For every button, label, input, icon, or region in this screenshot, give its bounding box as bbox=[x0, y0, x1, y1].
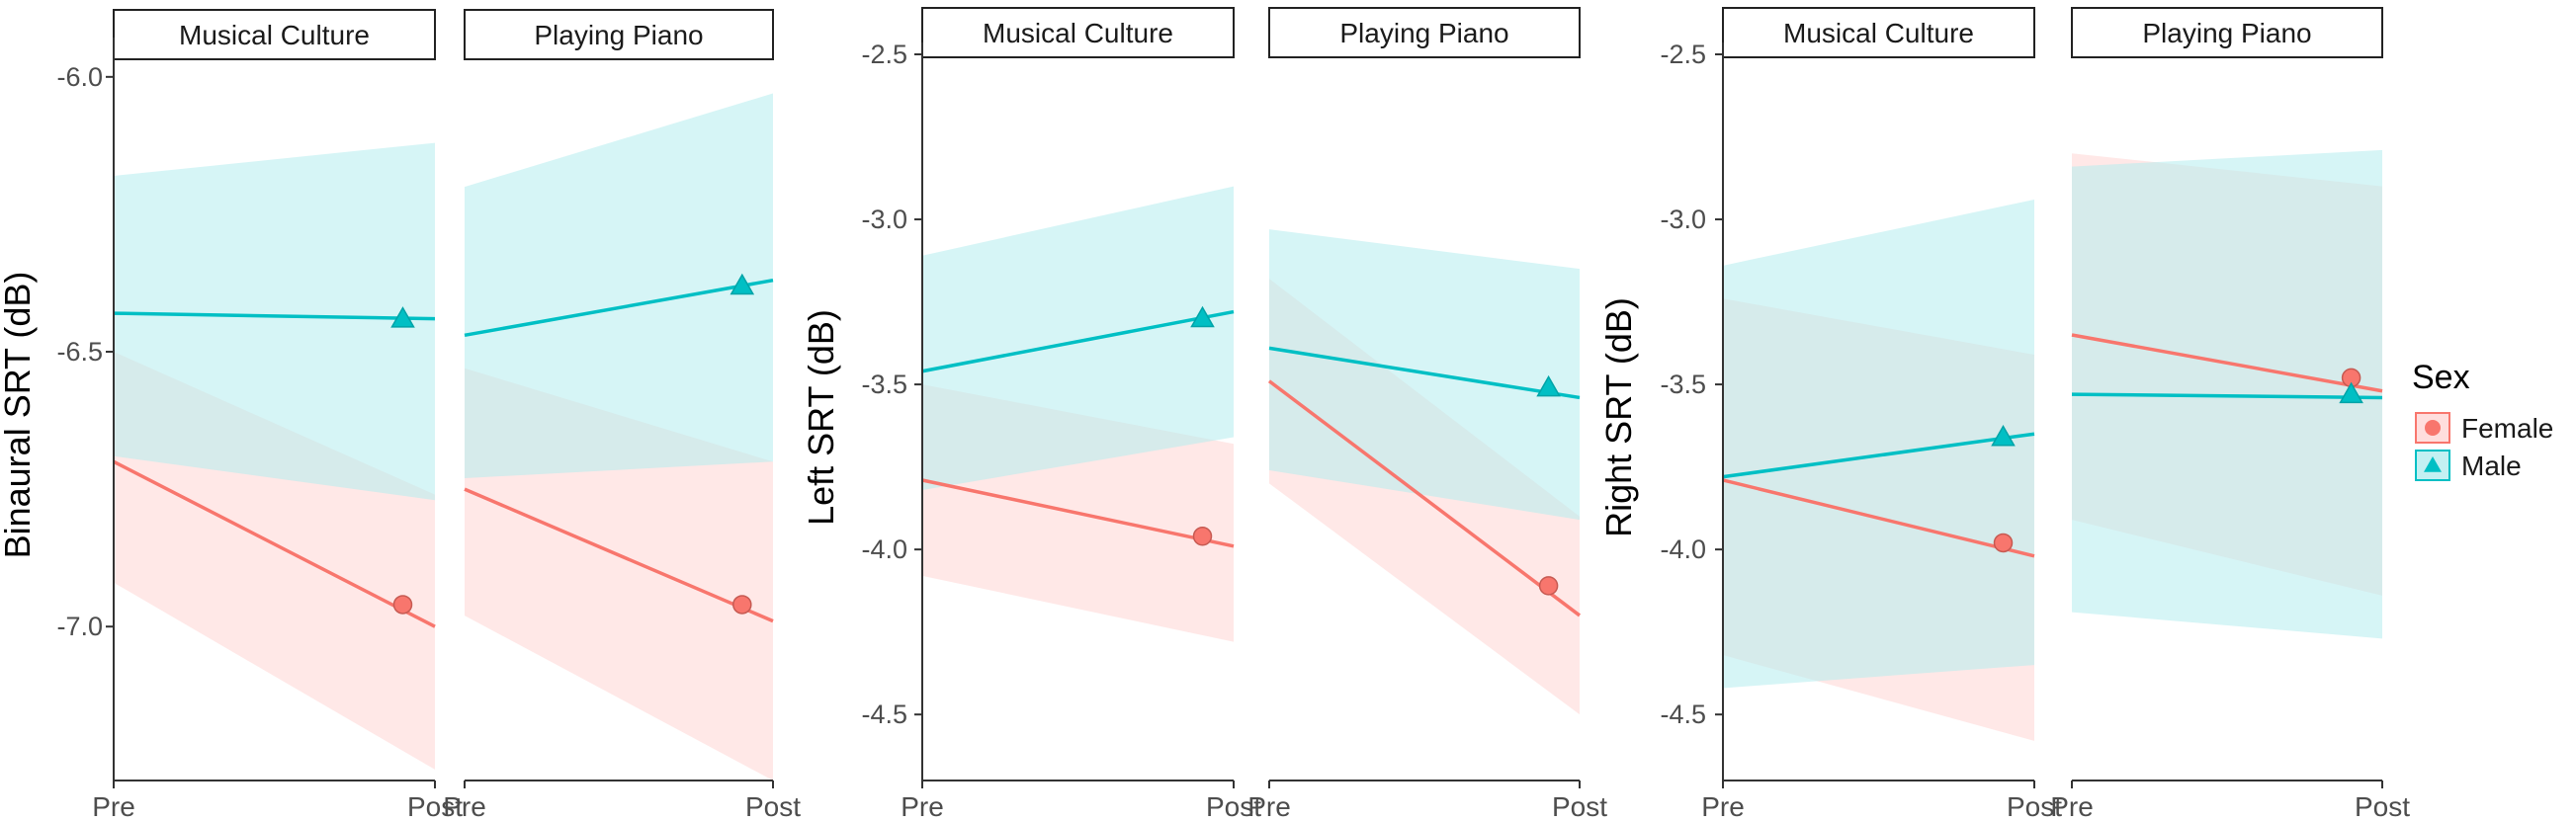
legend-marker-male bbox=[2424, 456, 2442, 472]
y-axis-title: Left SRT (dB) bbox=[801, 309, 841, 526]
legend-title: Sex bbox=[2412, 359, 2470, 396]
point-male bbox=[390, 306, 415, 328]
facet-strip bbox=[1268, 7, 1581, 58]
point-female bbox=[1538, 576, 1559, 596]
line-female bbox=[2071, 333, 2383, 393]
y-tick-label: -3.0 bbox=[1660, 205, 1706, 234]
x-tick-label: Pre bbox=[2050, 791, 2094, 822]
line-female bbox=[1722, 478, 2035, 558]
facet-strip bbox=[2071, 7, 2383, 58]
line-female bbox=[113, 459, 436, 628]
ribbon-male bbox=[465, 93, 773, 478]
point-female bbox=[1192, 527, 1213, 546]
facet-title: Playing Piano bbox=[2142, 18, 2311, 48]
y-tick-label: -6.5 bbox=[56, 337, 103, 367]
facet-title: Playing Piano bbox=[1339, 18, 1508, 48]
x-tick-label: Pre bbox=[1701, 791, 1745, 822]
line-male bbox=[1722, 432, 2035, 479]
point-male bbox=[1190, 305, 1215, 328]
facet-strip bbox=[921, 7, 1235, 58]
point-female bbox=[732, 595, 752, 615]
facet-title: Playing Piano bbox=[534, 20, 703, 50]
x-tick-label: Post bbox=[1552, 791, 1607, 822]
facet-strip bbox=[1722, 7, 2035, 58]
point-female bbox=[1993, 533, 2014, 553]
x-tick-label: Post bbox=[2355, 791, 2410, 822]
facet-title: Musical Culture bbox=[983, 18, 1173, 48]
x-tick-label: Post bbox=[2007, 791, 2062, 822]
y-axis-title: Binaural SRT (dB) bbox=[0, 272, 38, 559]
y-tick-label: -4.5 bbox=[1660, 699, 1706, 729]
facet-1: Musical Culture Pre Post bbox=[901, 7, 1261, 822]
x-tick-label: Post bbox=[745, 791, 801, 822]
point-male bbox=[2339, 381, 2363, 404]
facet-2: Playing Piano Pre Post bbox=[2050, 7, 2410, 822]
ribbon-male bbox=[1723, 200, 2034, 689]
facet-2: Playing Piano Pre Post bbox=[1247, 7, 1607, 822]
x-tick-label: Pre bbox=[443, 791, 486, 822]
y-tick-label: -2.5 bbox=[1660, 40, 1706, 69]
legend-marker-female bbox=[2425, 420, 2441, 436]
facet-title: Musical Culture bbox=[179, 20, 370, 50]
y-tick-label: -4.0 bbox=[1660, 534, 1706, 564]
y-tick-label: -3.5 bbox=[861, 370, 907, 399]
line-male bbox=[113, 311, 436, 321]
y-tick-label: -4.0 bbox=[861, 534, 907, 564]
facet-2: Playing Piano Pre Post bbox=[443, 9, 801, 822]
line-male bbox=[921, 309, 1235, 373]
line-female bbox=[921, 478, 1235, 548]
facet-strip bbox=[113, 9, 436, 60]
x-tick-label: Pre bbox=[901, 791, 944, 822]
legend-label-female: Female bbox=[2461, 413, 2553, 444]
x-tick-label: Post bbox=[1206, 791, 1261, 822]
point-male bbox=[1536, 374, 1561, 397]
point-male bbox=[730, 273, 755, 295]
line-male bbox=[464, 278, 774, 338]
y-axis-title: Right SRT (dB) bbox=[1598, 297, 1639, 537]
line-male bbox=[1268, 346, 1581, 400]
legend-label-male: Male bbox=[2461, 451, 2522, 481]
x-tick-label: Post bbox=[407, 791, 463, 822]
x-tick-label: Pre bbox=[92, 791, 135, 822]
ribbon-male bbox=[922, 186, 1234, 491]
y-tick-label: -4.5 bbox=[861, 699, 907, 729]
facet-1: Musical Culture Pre Post bbox=[1701, 7, 2062, 822]
facet-strip bbox=[464, 9, 774, 60]
line-female bbox=[1267, 379, 1582, 617]
x-tick-label: Pre bbox=[1247, 791, 1291, 822]
y-tick-label: -3.5 bbox=[1660, 370, 1706, 399]
y-tick-label: -6.0 bbox=[56, 62, 103, 92]
facet-1: Musical Culture Pre Post bbox=[92, 9, 463, 822]
point-male bbox=[1991, 425, 2016, 447]
y-tick-label: -3.0 bbox=[861, 205, 907, 234]
line-female bbox=[464, 487, 774, 623]
point-female bbox=[392, 595, 413, 615]
y-tick-label: -2.5 bbox=[861, 40, 907, 69]
legend: Sex Female Male bbox=[2412, 359, 2553, 481]
panel-3: Right SRT (dB)-2.5-3.0-3.5-4.0-4.5Musica… bbox=[1598, 7, 2410, 822]
panel-2: Left SRT (dB)-2.5-3.0-3.5-4.0-4.5Musical… bbox=[801, 7, 1607, 822]
y-tick-label: -7.0 bbox=[56, 612, 103, 641]
ribbon-male bbox=[114, 142, 435, 501]
line-male bbox=[2071, 392, 2383, 400]
facet-title: Musical Culture bbox=[1783, 18, 1974, 48]
